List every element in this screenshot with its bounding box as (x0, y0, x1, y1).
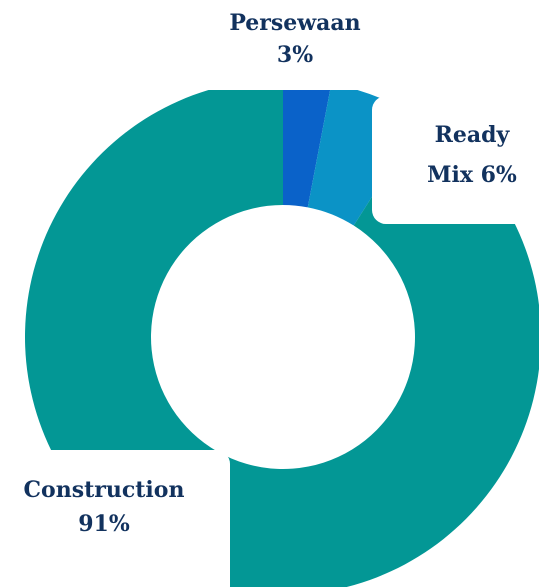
label-construction-name: Construction (24, 477, 185, 503)
label-ready-mix: Ready Mix 6% (372, 96, 539, 224)
label-persewaan: Persewaan 3% (195, 0, 412, 90)
label-construction-value: 91% (78, 511, 130, 537)
label-ready-mix-name: Ready (435, 122, 511, 148)
label-ready-mix-value: Mix 6% (427, 162, 517, 188)
label-persewaan-value: 3% (277, 42, 313, 68)
label-construction: Construction 91% (0, 450, 230, 587)
label-persewaan-name: Persewaan (229, 10, 360, 36)
slice-persewaan (283, 79, 332, 208)
